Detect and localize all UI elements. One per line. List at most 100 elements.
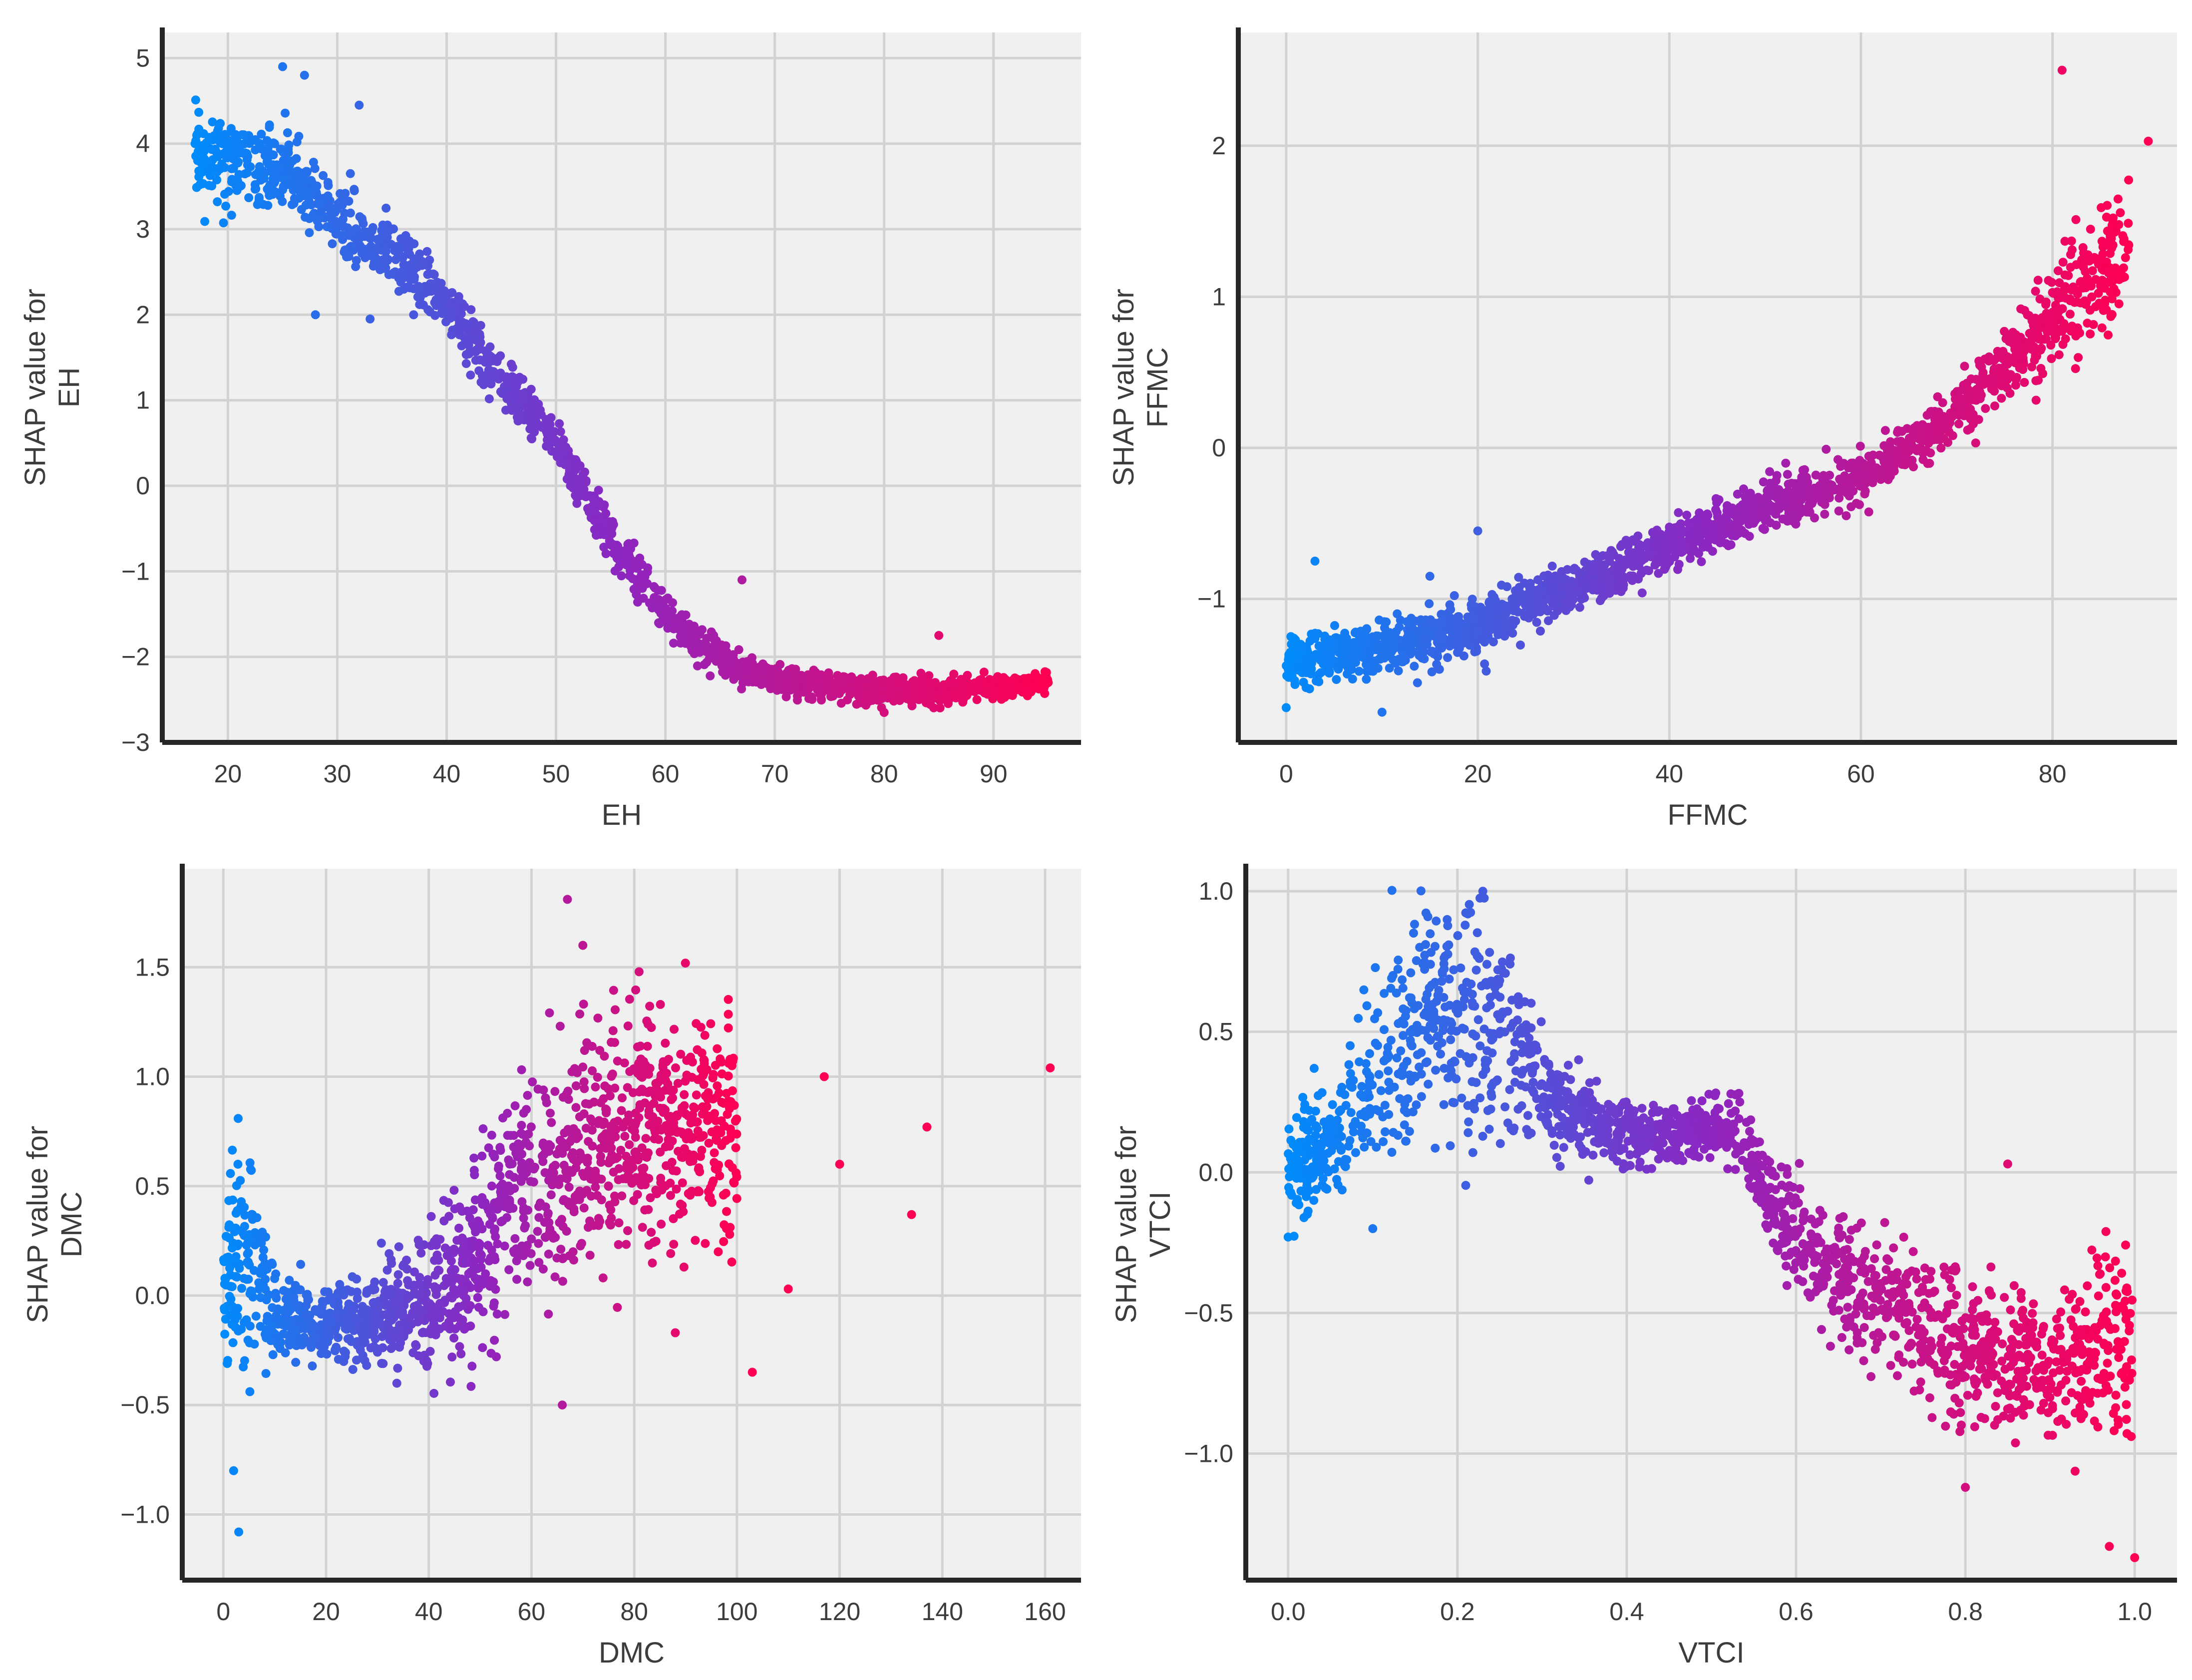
scatter-point — [386, 1255, 395, 1264]
scatter-point — [597, 1175, 606, 1184]
scatter-point — [1651, 542, 1660, 551]
scatter-point — [1943, 438, 1952, 447]
scatter-point — [1374, 664, 1383, 672]
scatter-point — [599, 1274, 608, 1283]
scatter-point — [677, 632, 686, 641]
scatter-point — [263, 1312, 272, 1321]
scatter-point — [973, 695, 982, 704]
scatter-point — [851, 688, 860, 697]
scatter-point — [1854, 479, 1863, 488]
scatter-point — [1417, 625, 1426, 634]
scatter-point — [511, 1149, 520, 1158]
x-tick-label: 20 — [214, 760, 242, 788]
scatter-point — [1847, 473, 1856, 482]
scatter-point — [394, 1242, 403, 1251]
scatter-point — [2112, 288, 2121, 297]
scatter-point — [2057, 293, 2066, 302]
scatter-point — [309, 158, 318, 167]
scatter-point — [1656, 530, 1665, 539]
scatter-point — [349, 1365, 358, 1374]
scatter-point — [283, 128, 292, 137]
scatter-point — [576, 461, 585, 470]
scatter-point — [2000, 327, 2009, 336]
scatter-point — [511, 391, 520, 400]
scatter-point — [447, 1352, 456, 1361]
scatter-point — [2027, 345, 2036, 354]
plot-area — [182, 869, 1081, 1580]
scatter-point — [226, 1271, 235, 1280]
scatter-point — [222, 1253, 231, 1262]
scatter-point — [1016, 676, 1025, 685]
scatter-point — [591, 1082, 600, 1091]
scatter-point — [842, 684, 851, 693]
scatter-point — [262, 1296, 271, 1305]
scatter-point — [269, 160, 278, 169]
scatter-point — [2038, 369, 2047, 378]
scatter-point — [2068, 245, 2077, 254]
scatter-point — [725, 1104, 734, 1113]
scatter-point — [234, 1114, 243, 1123]
scatter-point — [251, 170, 260, 179]
scatter-point — [668, 1093, 677, 1102]
scatter-point — [229, 1239, 238, 1248]
scatter-point — [1282, 661, 1291, 670]
scatter-point — [1603, 575, 1612, 584]
scatter-point — [333, 219, 342, 228]
scatter-point-outlier — [365, 315, 374, 324]
scatter-point — [378, 221, 387, 230]
scatter-point — [1485, 626, 1494, 635]
scatter-point-outlier — [1282, 703, 1291, 712]
x-tick-label: 50 — [542, 760, 570, 788]
scatter-point — [804, 694, 813, 703]
scatter-point — [2039, 335, 2048, 344]
scatter-point — [484, 365, 493, 374]
scatter-point — [235, 145, 244, 154]
scatter-point — [676, 1200, 685, 1209]
scatter-point — [657, 1220, 666, 1229]
scatter-point — [625, 1140, 634, 1149]
scatter-point — [678, 617, 687, 626]
scatter-point — [1548, 562, 1557, 571]
scatter-point — [1998, 374, 2007, 383]
scatter-point — [237, 1197, 246, 1206]
scatter-point — [244, 193, 253, 202]
scatter-point — [1322, 650, 1331, 659]
scatter-point — [714, 1247, 723, 1256]
scatter-point — [512, 1244, 521, 1253]
scatter-point — [1284, 673, 1293, 682]
scatter-point — [1796, 496, 1805, 505]
scatter-point — [556, 1245, 565, 1254]
scatter-point — [607, 1150, 616, 1159]
scatter-point — [466, 370, 475, 379]
scatter-point — [707, 628, 716, 637]
scatter-point — [908, 686, 917, 695]
scatter-point — [366, 234, 375, 243]
scatter-point — [1363, 649, 1372, 658]
scatter-point — [1851, 462, 1860, 471]
scatter-point — [251, 1241, 260, 1250]
scatter-point — [449, 1245, 458, 1254]
scatter-point — [681, 1109, 690, 1118]
scatter-point — [523, 1278, 532, 1287]
scatter-point — [638, 1223, 647, 1232]
scatter-point — [1443, 653, 1452, 662]
scatter-point — [191, 152, 200, 161]
scatter-point — [1836, 462, 1845, 471]
scatter-point — [251, 184, 260, 193]
scatter-point — [461, 338, 470, 347]
scatter-point — [2087, 282, 2096, 291]
scatter-point — [2006, 389, 2015, 398]
scatter-point — [890, 684, 899, 693]
scatter-point — [709, 1070, 718, 1079]
scatter-point — [572, 1103, 581, 1112]
scatter-point — [416, 1249, 425, 1258]
scatter-point — [674, 1079, 683, 1088]
scatter-point — [2124, 176, 2133, 185]
scatter-point — [565, 1183, 574, 1192]
scatter-point — [716, 1054, 725, 1063]
scatter-point — [1930, 407, 1939, 416]
scatter-point — [1674, 508, 1683, 517]
scatter-point — [463, 1207, 472, 1216]
scatter-point — [500, 1242, 509, 1251]
